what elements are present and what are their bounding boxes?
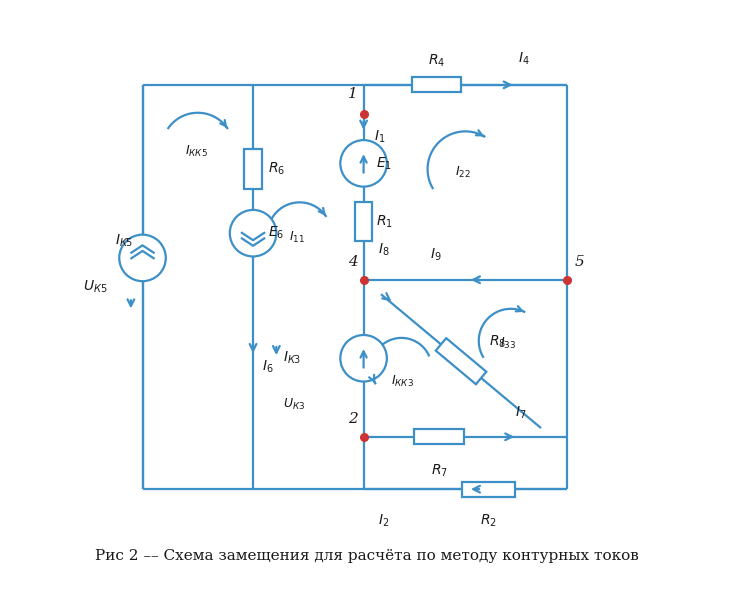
Text: 5: 5: [574, 255, 584, 269]
Text: $E_6$: $E_6$: [268, 225, 284, 241]
FancyBboxPatch shape: [412, 78, 461, 92]
FancyBboxPatch shape: [463, 482, 515, 497]
Text: $E_1$: $E_1$: [376, 155, 392, 171]
Text: $I_8$: $I_8$: [378, 241, 390, 258]
Text: $R_7$: $R_7$: [431, 463, 448, 479]
Text: $I_7$: $I_7$: [515, 404, 526, 421]
Text: 2: 2: [348, 412, 358, 427]
Text: $R_2$: $R_2$: [480, 513, 497, 529]
Text: $I_6$: $I_6$: [262, 359, 273, 375]
Text: 4: 4: [348, 255, 358, 269]
Text: $I_{КК3}$: $I_{КК3}$: [391, 374, 414, 389]
Text: $U_{К3}$: $U_{К3}$: [284, 398, 306, 412]
FancyBboxPatch shape: [355, 202, 372, 241]
Circle shape: [229, 210, 276, 256]
Text: $I_2$: $I_2$: [378, 513, 389, 529]
Text: $R_8$: $R_8$: [489, 333, 506, 350]
Text: $R_6$: $R_6$: [268, 161, 284, 178]
Circle shape: [340, 140, 387, 187]
Text: $U_{К5}$: $U_{К5}$: [83, 279, 108, 295]
FancyBboxPatch shape: [435, 338, 486, 384]
Text: $I_9$: $I_9$: [430, 247, 442, 264]
Text: $I_4$: $I_4$: [517, 51, 529, 67]
FancyBboxPatch shape: [414, 429, 464, 444]
Circle shape: [340, 335, 387, 382]
Text: $R_1$: $R_1$: [376, 213, 394, 230]
Text: $I_{К5}$: $I_{К5}$: [115, 232, 134, 248]
Text: 1: 1: [348, 87, 358, 101]
Text: $I_{22}$: $I_{22}$: [454, 165, 471, 179]
Text: $R_4$: $R_4$: [428, 52, 445, 68]
Text: Рис 2 –– Схема замещения для расчёта по методу контурных токов: Рис 2 –– Схема замещения для расчёта по …: [95, 549, 638, 563]
Text: $I_{К3}$: $I_{К3}$: [284, 350, 302, 367]
Circle shape: [119, 235, 166, 281]
Text: $I_{11}$: $I_{11}$: [289, 230, 305, 245]
Text: $I_1$: $I_1$: [374, 129, 386, 145]
Text: $I_{33}$: $I_{33}$: [500, 336, 516, 351]
FancyBboxPatch shape: [244, 150, 262, 189]
Text: $I_{КК5}$: $I_{КК5}$: [185, 144, 208, 159]
